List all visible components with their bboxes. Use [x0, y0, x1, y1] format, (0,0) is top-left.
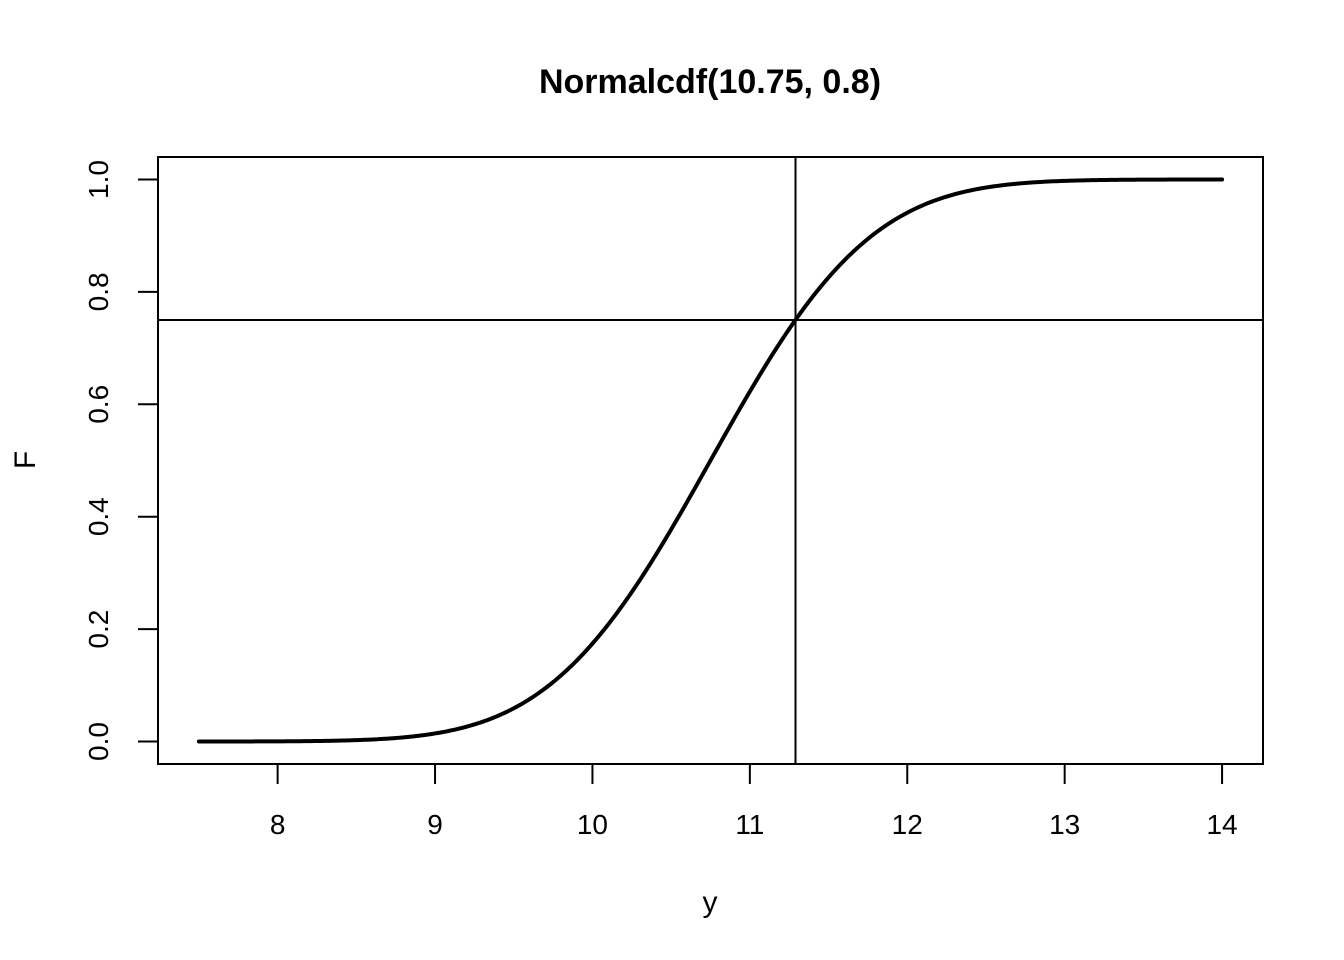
x-tick-label: 9: [427, 809, 443, 840]
x-tick-label: 14: [1206, 809, 1237, 840]
x-tick-label: 8: [270, 809, 286, 840]
x-tick-label: 13: [1049, 809, 1080, 840]
y-tick-label: 0.0: [83, 722, 114, 761]
x-tick-label: 11: [735, 809, 764, 840]
x-axis: 8 9 10 11 12 13 14: [270, 764, 1238, 840]
y-axis: 0.0 0.2 0.4 0.6 0.8 1.0: [83, 160, 158, 761]
y-tick-label: 0.4: [83, 497, 114, 536]
y-axis-label: F: [9, 451, 42, 469]
cdf-curve: [196, 177, 1225, 744]
reference-lines: [158, 157, 1263, 764]
chart-title: Normalcdf(10.75, 0.8): [539, 63, 881, 101]
x-tick-label: 12: [892, 809, 923, 840]
y-tick-label: 0.8: [83, 272, 114, 311]
x-tick-label: 10: [577, 809, 608, 840]
y-tick-label: 0.2: [83, 610, 114, 649]
y-tick-label: 0.6: [83, 385, 114, 424]
y-tick-label: 1.0: [83, 160, 114, 199]
plot-frame: [157, 156, 1264, 765]
x-axis-label: y: [703, 886, 718, 919]
